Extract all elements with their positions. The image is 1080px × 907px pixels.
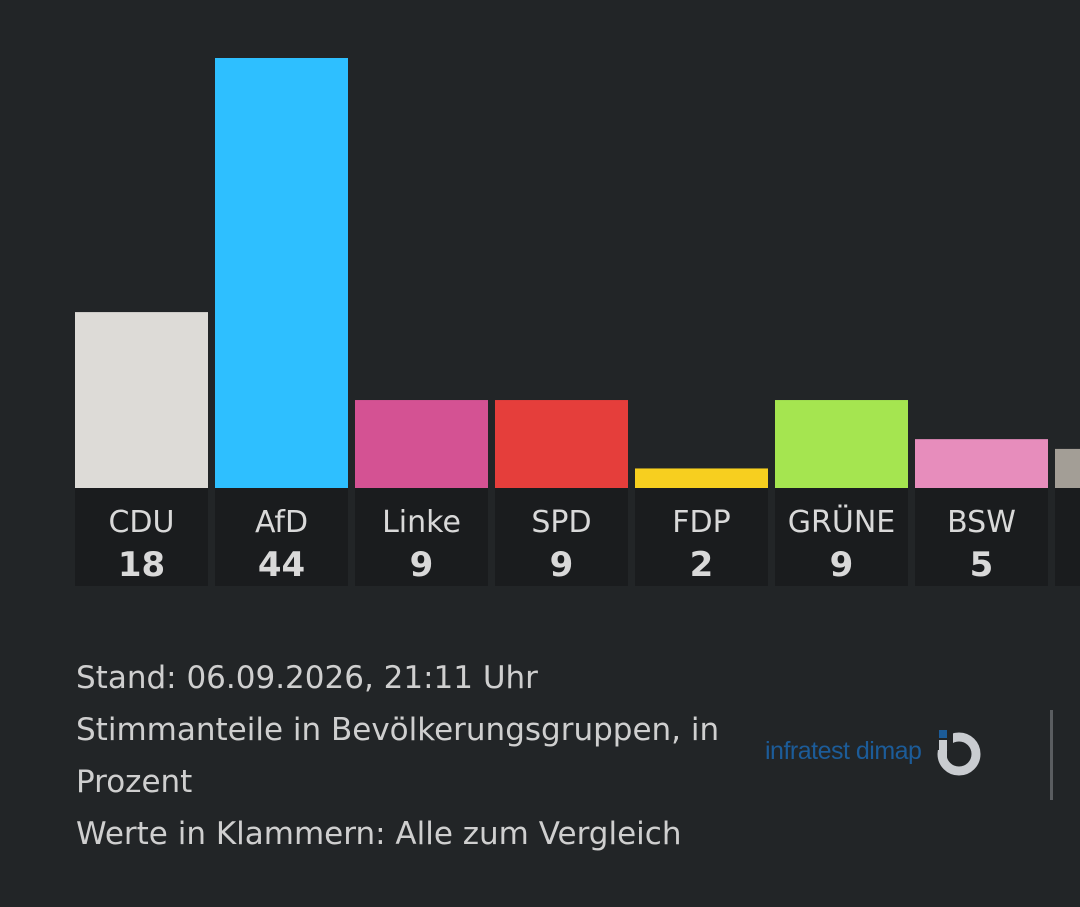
value-label-4: 2: [690, 545, 714, 585]
bar-chart-svg: CDU18AfD44Linke9SPD9FDP2GRÜNE9BSW5A: [75, 58, 1080, 586]
category-label-1: AfD: [255, 505, 308, 540]
source-name: infratest dimap: [765, 736, 922, 765]
description-line-1: Stimmanteile in Bevölkerungsgruppen, in: [76, 712, 720, 748]
comparison-note: Werte in Klammern: Alle zum Vergleich: [76, 816, 682, 852]
bar-0: [75, 312, 208, 488]
timestamp-text: Stand: 06.09.2026, 21:11 Uhr: [76, 660, 538, 696]
category-label-5: GRÜNE: [788, 504, 895, 540]
category-label-2: Linke: [382, 505, 461, 540]
description-line-2: Prozent: [76, 764, 193, 800]
label-box-5: [775, 488, 908, 586]
category-label-6: BSW: [947, 505, 1016, 540]
label-box-3: [495, 488, 628, 586]
source-logo: infratest dimap: [765, 726, 983, 776]
category-label-3: SPD: [531, 505, 591, 540]
label-box-7: [1055, 488, 1080, 586]
bar-7: [1055, 448, 1080, 488]
bar-6: [915, 439, 1048, 488]
infratest-dimap-logo-icon: [937, 728, 981, 776]
bar-1: [215, 58, 348, 488]
label-box-2: [355, 488, 488, 586]
bar-2: [355, 400, 488, 488]
value-label-0: 18: [118, 545, 165, 585]
chart-footer: Stand: 06.09.2026, 21:11 Uhr Stimmanteil…: [76, 652, 766, 860]
bar-5: [775, 400, 908, 488]
label-box-4: [635, 488, 768, 586]
label-box-1: [215, 488, 348, 586]
value-label-6: 5: [970, 545, 994, 585]
bar-chart: CDU18AfD44Linke9SPD9FDP2GRÜNE9BSW5A: [75, 58, 1080, 586]
divider: [1050, 710, 1053, 800]
label-box-0: [75, 488, 208, 586]
category-label-4: FDP: [672, 505, 730, 540]
bar-3: [495, 400, 628, 488]
category-label-0: CDU: [108, 505, 174, 540]
value-label-2: 9: [410, 545, 434, 585]
value-label-5: 9: [830, 545, 854, 585]
value-label-1: 44: [258, 545, 305, 585]
bar-4: [635, 468, 768, 488]
label-box-6: [915, 488, 1048, 586]
value-label-3: 9: [550, 545, 574, 585]
